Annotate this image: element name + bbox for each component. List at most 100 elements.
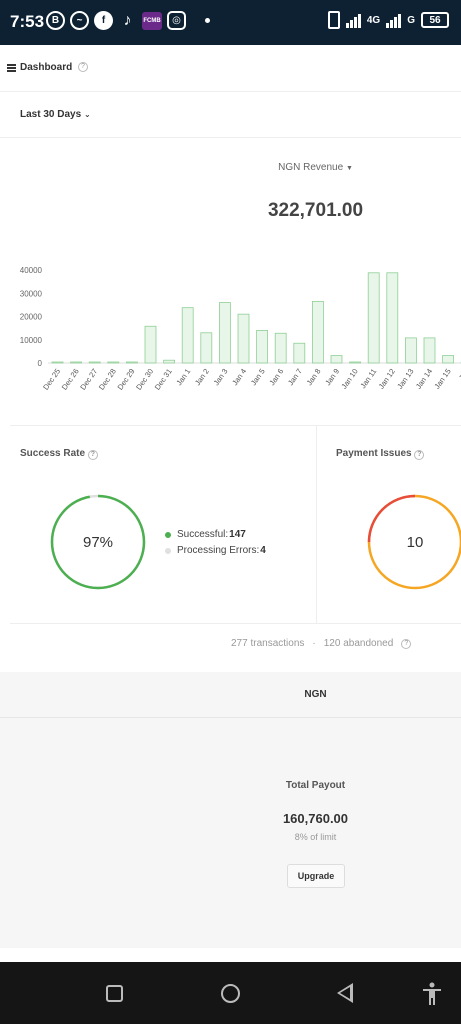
total-payout-value: 160,760.00: [282, 811, 349, 826]
messenger-icon: ~: [70, 11, 89, 30]
x-tick-label: Jan 9: [323, 367, 341, 387]
legend-dot-errors: [165, 547, 171, 554]
bar-dec-30[interactable]: [144, 325, 157, 364]
bar-jan-1[interactable]: [181, 307, 194, 364]
signal-icon: [345, 12, 361, 28]
status-app-icons: B ~ f ♪ FCMB ◎: [46, 11, 210, 30]
date-range-select[interactable]: Last 30 Days ⌄: [20, 109, 91, 120]
bar-dec-26[interactable]: [70, 361, 82, 364]
caret-down-icon: ▼: [345, 165, 353, 172]
x-tick-label: Jan 6: [267, 367, 285, 387]
y-tick-label: 30000: [20, 289, 43, 298]
payment-issues-help-icon[interactable]: ?: [414, 450, 425, 460]
x-tick-label: Jan 1: [174, 367, 192, 387]
success-rate-title: Success Rate ?: [20, 448, 98, 460]
revenue-currency-select[interactable]: NGN Revenue ▼: [0, 162, 461, 173]
legend-successful-value: 147: [229, 529, 246, 540]
x-tick-label: Dec 29: [116, 367, 137, 392]
payout-currency-header: NGN: [0, 672, 461, 718]
success-rate-help-icon[interactable]: ?: [87, 450, 98, 460]
bar-jan-4[interactable]: [237, 313, 250, 364]
bar-jan-6[interactable]: [274, 332, 287, 364]
transactions-count: 277 transactions: [231, 638, 305, 649]
x-tick-label: Jan 15: [432, 367, 452, 391]
revenue-currency-label: NGN Revenue: [278, 162, 344, 173]
x-tick-label: Dec 27: [78, 367, 99, 392]
success-rate-donut: [50, 494, 146, 590]
bar-jan-14[interactable]: [423, 337, 436, 364]
legend-errors-value: 4: [260, 545, 266, 556]
divider: [316, 425, 317, 623]
bar-jan-10[interactable]: [349, 361, 362, 364]
x-tick-label: Jan 3: [212, 367, 230, 387]
y-tick-label: 0: [38, 359, 43, 368]
x-tick-label: Jan 5: [249, 367, 267, 387]
upgrade-button[interactable]: Upgrade: [287, 864, 345, 888]
x-tick-label: Jan: [457, 367, 461, 382]
payout-limit: 8% of limit: [294, 832, 337, 842]
dashboard-help-icon[interactable]: ?: [78, 62, 88, 72]
back-icon[interactable]: [337, 983, 353, 1003]
success-rate-title-text: Success Rate: [20, 448, 86, 459]
bar-jan-3[interactable]: [218, 302, 231, 364]
tiktok-icon: ♪: [123, 11, 132, 29]
network-type: 4G: [366, 14, 381, 26]
payout-section: [0, 672, 461, 948]
bar-jan-2[interactable]: [200, 332, 213, 364]
business-whatsapp-icon: B: [46, 11, 65, 30]
x-tick-label: Dec 31: [153, 367, 174, 392]
network-type-2: G: [407, 14, 415, 26]
bar-jan-15[interactable]: [442, 355, 455, 364]
bar-dec-31[interactable]: [163, 359, 176, 364]
x-tick-label: Jan 11: [358, 367, 378, 390]
notification-dot-icon: [205, 18, 210, 23]
bar-jan-5[interactable]: [256, 330, 269, 364]
fcmb-icon: FCMB: [142, 11, 162, 30]
payment-issues-donut: [367, 494, 461, 590]
status-bar: 7:53 B ~ f ♪ FCMB ◎ 4G G 56: [0, 0, 461, 45]
summary-separator: ·: [312, 638, 316, 649]
bar-jan-13[interactable]: [404, 337, 417, 364]
bar-dec-27[interactable]: [88, 361, 101, 364]
date-range-label: Last 30 Days: [20, 109, 82, 120]
page-title: Dashboard: [20, 62, 73, 73]
abandoned-help-icon[interactable]: ?: [401, 638, 412, 649]
x-tick-label: Jan 14: [414, 367, 434, 391]
chevron-down-icon: ⌄: [83, 110, 91, 119]
recent-apps-icon[interactable]: [106, 985, 123, 1002]
bar-jan-9[interactable]: [330, 355, 343, 364]
filter-bar: Last 30 Days ⌄: [0, 92, 461, 138]
x-tick-label: Jan 4: [230, 367, 248, 387]
accessibility-icon[interactable]: [422, 982, 442, 1006]
home-icon[interactable]: [221, 984, 240, 1003]
transaction-summary: 277 transactions · 120 abandoned ?: [231, 638, 412, 649]
x-tick-label: Dec 25: [41, 367, 62, 392]
x-tick-label: Dec 26: [60, 367, 81, 392]
bar-jan-8[interactable]: [311, 300, 324, 364]
battery-icon: 56: [421, 12, 449, 28]
abandoned-count: 120 abandoned: [323, 638, 394, 649]
bar-jan-7[interactable]: [293, 342, 306, 364]
payment-issues-title-text: Payment Issues: [336, 448, 412, 459]
signal2-icon: [386, 12, 402, 28]
bar-dec-29[interactable]: [126, 361, 138, 364]
legend-successful: Successful: 147: [165, 529, 246, 540]
bar-jan-11[interactable]: [367, 272, 380, 364]
x-tick-label: Jan 2: [193, 367, 211, 387]
bar-dec-28[interactable]: [107, 361, 120, 364]
legend-errors: Processing Errors: 4: [165, 545, 266, 556]
instagram-icon: ◎: [167, 11, 186, 30]
issues-donut-error-arc: [367, 494, 416, 543]
facebook-icon: f: [94, 11, 113, 30]
y-tick-label: 40000: [20, 266, 43, 275]
android-nav-bar: [0, 962, 461, 1024]
status-time: 7:53: [10, 12, 45, 31]
x-tick-label: Jan 7: [286, 367, 304, 387]
battery-level: 56: [429, 14, 441, 26]
payment-issues-title: Payment Issues ?: [336, 448, 425, 460]
divider: [10, 425, 461, 426]
bar-dec-25[interactable]: [51, 361, 64, 364]
menu-icon[interactable]: [7, 64, 16, 72]
bar-jan-12[interactable]: [386, 272, 399, 364]
revenue-total: 322,701.00: [267, 200, 364, 221]
